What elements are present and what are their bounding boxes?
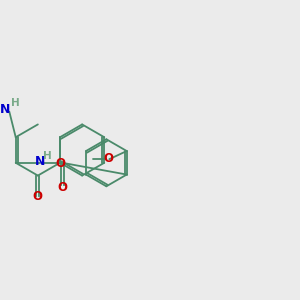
Text: N: N: [35, 155, 45, 168]
Text: O: O: [33, 190, 43, 203]
Text: O: O: [57, 181, 67, 194]
Text: O: O: [56, 157, 66, 170]
Text: O: O: [104, 152, 114, 165]
Text: H: H: [43, 152, 52, 161]
Text: H: H: [11, 98, 20, 108]
Text: N: N: [0, 103, 11, 116]
